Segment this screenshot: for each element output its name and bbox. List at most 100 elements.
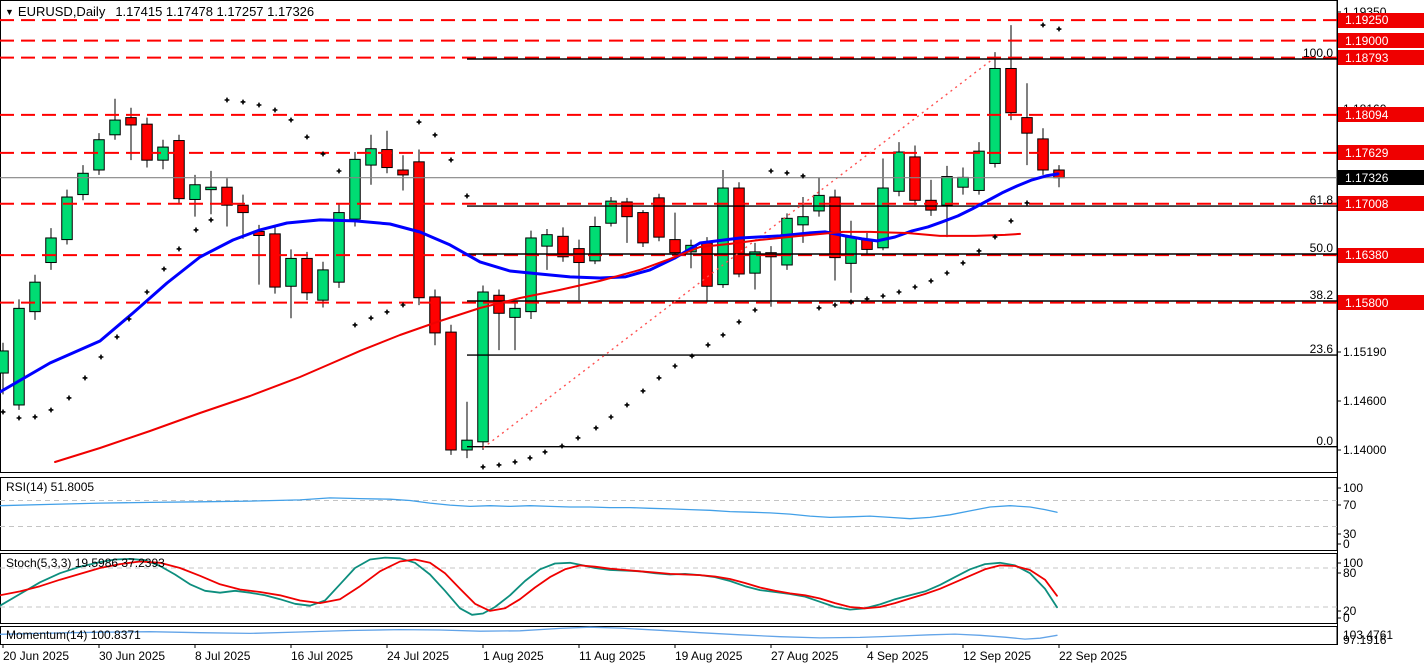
momentum-indicator-label: Momentum(14) 100.8371 (6, 628, 141, 642)
sar-dot (16, 415, 22, 421)
sar-dot (752, 307, 758, 313)
stoch-scale-label: 100 (1343, 556, 1364, 570)
bear-candle (301, 257, 313, 294)
bear-candle (557, 235, 569, 258)
bull-candle (365, 148, 377, 166)
rsi-scale-label: 0 (1343, 537, 1350, 551)
bull-candle (749, 251, 761, 274)
bear-candle (221, 186, 233, 206)
sar-dot (416, 119, 422, 125)
sar-dot (496, 462, 502, 468)
bull-candle (205, 186, 217, 191)
bear-candle (173, 140, 185, 200)
sar-dot (98, 354, 104, 360)
current-price-badge: 1.17326 (1338, 170, 1424, 186)
sar-dot (304, 134, 310, 140)
date-label: 4 Sep 2025 (867, 649, 929, 663)
date-label: 1 Aug 2025 (483, 649, 544, 663)
bull-candle (797, 216, 809, 226)
sar-dot (464, 193, 470, 199)
bear-candle (909, 156, 921, 201)
sar-dot (1040, 22, 1046, 28)
sar-dot (689, 353, 695, 359)
stoch-k-line (0, 556, 1058, 616)
symbol-dropdown-icon[interactable]: ▼ (5, 7, 14, 17)
fib-level-label: 100.0 (1302, 45, 1333, 60)
sar-dot (256, 102, 262, 108)
bull-candle (61, 196, 73, 241)
bull-candle (877, 187, 889, 249)
sar-dot (880, 293, 886, 299)
bull-candle (461, 439, 473, 451)
bull-candle (845, 236, 857, 264)
bear-candle (397, 169, 409, 176)
bear-candle (1021, 117, 1033, 134)
sar-dot (800, 173, 806, 179)
sar-dot (832, 302, 838, 308)
date-label: 12 Sep 2025 (963, 649, 1032, 663)
price-line-badge: 1.19250 (1338, 12, 1424, 28)
sar-dot (82, 375, 88, 381)
sar-dot (32, 414, 38, 420)
bull-candle (477, 291, 489, 443)
bull-candle (0, 350, 9, 374)
bull-candle (989, 67, 1001, 164)
ma-slow-line (54, 230, 1021, 463)
sar-dot (944, 270, 950, 276)
sar-dot (1008, 218, 1014, 224)
sar-dot (768, 168, 774, 174)
bull-candle (781, 217, 793, 266)
bear-candle (733, 187, 745, 275)
stoch-scale-label: 0 (1343, 611, 1350, 625)
bull-candle (93, 139, 105, 171)
sar-dot (864, 296, 870, 302)
sar-dot (144, 289, 150, 295)
bear-candle (925, 199, 937, 211)
sar-dot (448, 157, 454, 163)
bull-candle (109, 119, 121, 136)
ma-fast-line (0, 172, 1060, 394)
sar-dot (208, 217, 214, 223)
price-line-badge: 1.17008 (1338, 196, 1424, 212)
sar-dot (384, 309, 390, 315)
bull-candle (333, 212, 345, 283)
bear-candle (269, 233, 281, 288)
bull-candle (893, 151, 905, 192)
date-label: 19 Aug 2025 (675, 649, 743, 663)
chart-title-symbol: EURUSD,Daily (17, 4, 106, 19)
sar-dot (480, 464, 486, 470)
bull-candle (589, 225, 601, 262)
date-label: 16 Jul 2025 (291, 649, 354, 663)
sar-dot (48, 407, 54, 413)
rsi-scale-label: 100 (1343, 481, 1364, 495)
fib-trend-line (482, 58, 994, 449)
main-pane-border (0, 0, 1338, 473)
stoch-indicator-label: Stoch(5,3,3) 19.5986 37.2393 (6, 556, 165, 570)
sar-dot (720, 332, 726, 338)
sar-dot (608, 414, 614, 420)
price-tick-label: 1.14600 (1343, 394, 1387, 408)
price-tick-label: 1.14000 (1343, 443, 1387, 457)
bull-candle (973, 150, 985, 191)
chart-title: ▼ EURUSD,Daily 1.17415 1.17478 1.17257 1.1… (5, 4, 314, 19)
bull-candle (285, 257, 297, 287)
bear-candle (1005, 67, 1017, 114)
rsi-scale-label: 30 (1343, 527, 1357, 541)
bull-candle (77, 172, 89, 196)
sar-dot (161, 266, 167, 272)
sar-dot (0, 409, 6, 415)
sar-dot (336, 168, 342, 174)
sar-dot (559, 443, 565, 449)
price-line-badge: 1.16380 (1338, 247, 1424, 263)
sar-dot (928, 278, 934, 284)
sar-dot (705, 342, 711, 348)
sar-dot (960, 260, 966, 266)
sar-dot (352, 322, 358, 328)
rsi-line (0, 497, 1058, 520)
sar-dot (224, 97, 230, 103)
sar-dot (176, 246, 182, 252)
bull-candle (717, 187, 729, 286)
sar-dot (672, 363, 678, 369)
